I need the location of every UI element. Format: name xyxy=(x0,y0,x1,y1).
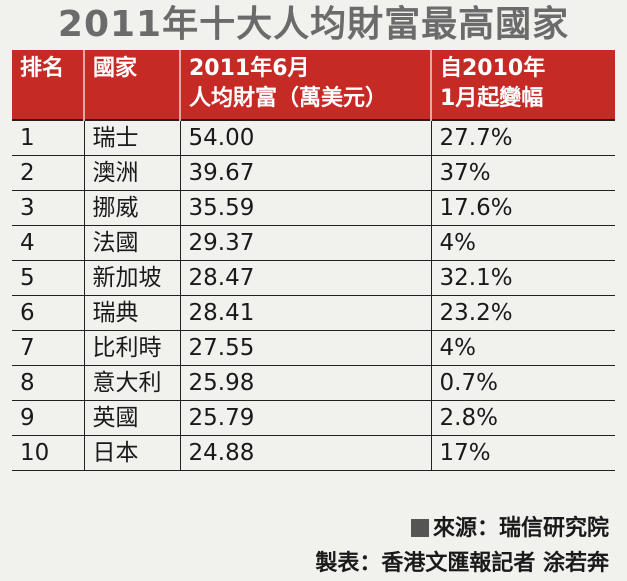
country-cell: 比利時 xyxy=(84,330,181,366)
change-cell: 32.1% xyxy=(431,260,615,296)
change-cell: 4% xyxy=(431,330,615,366)
country-cell: 法國 xyxy=(84,225,181,261)
table-row: 6 瑞典 28.41 23.2% xyxy=(12,295,615,331)
header-country: 國家 xyxy=(84,50,181,120)
country-cell: 意大利 xyxy=(84,365,181,401)
rank-cell: 7 xyxy=(12,330,85,366)
country-cell: 新加坡 xyxy=(84,260,181,296)
table-row: 8 意大利 25.98 0.7% xyxy=(12,365,615,401)
rank-cell: 1 xyxy=(12,119,85,156)
change-cell: 27.7% xyxy=(431,119,615,156)
wealth-cell: 25.79 xyxy=(180,400,432,436)
country-cell: 瑞典 xyxy=(84,295,181,331)
header-change: 自2010年 1月起變幅 xyxy=(431,50,615,120)
source-note: 來源：瑞信研究院 xyxy=(410,510,609,542)
country-cell: 挪威 xyxy=(84,190,181,226)
country-cell: 澳洲 xyxy=(84,155,181,191)
change-cell: 0.7% xyxy=(431,365,615,401)
table-row: 2 澳洲 39.67 37% xyxy=(12,155,615,191)
header-rank-label: 排名 xyxy=(20,56,65,81)
header-rank: 排名 xyxy=(12,50,85,120)
wealth-cell: 25.98 xyxy=(180,365,432,401)
rank-cell: 9 xyxy=(12,400,85,436)
change-cell: 17.6% xyxy=(431,190,615,226)
change-cell: 37% xyxy=(431,155,615,191)
country-cell: 英國 xyxy=(84,400,181,436)
header-wealth-line2: 人均財富（萬美元） xyxy=(189,86,388,111)
wealth-cell: 35.59 xyxy=(180,190,432,226)
country-cell: 日本 xyxy=(84,435,181,471)
wealth-cell: 28.47 xyxy=(180,260,432,296)
header-wealth-line1: 2011年6月 xyxy=(189,56,310,81)
chart-title: 2011年十大人均財富最高國家 xyxy=(57,4,570,45)
change-cell: 4% xyxy=(431,225,615,261)
header-change-line1: 自2010年 xyxy=(440,56,546,81)
table-row: 10 日本 24.88 17% xyxy=(12,435,615,471)
wealth-cell: 28.41 xyxy=(180,295,432,331)
table-row: 5 新加坡 28.47 32.1% xyxy=(12,260,615,296)
rank-cell: 2 xyxy=(12,155,85,191)
header-wealth: 2011年6月 人均財富（萬美元） xyxy=(180,50,432,120)
rank-cell: 8 xyxy=(12,365,85,401)
table-row: 9 英國 25.79 2.8% xyxy=(12,400,615,436)
square-bullet-icon xyxy=(410,519,429,537)
wealth-table: 排名 國家 2011年6月 人均財富（萬美元） 自2010年 1月起變幅 1 瑞… xyxy=(12,50,615,471)
header-row: 排名 國家 2011年6月 人均財富（萬美元） 自2010年 1月起變幅 xyxy=(12,50,615,120)
rank-cell: 5 xyxy=(12,260,85,296)
rank-cell: 4 xyxy=(12,225,85,261)
wealth-cell: 39.67 xyxy=(180,155,432,191)
rank-cell: 3 xyxy=(12,190,85,226)
change-cell: 2.8% xyxy=(431,400,615,436)
table-row: 3 挪威 35.59 17.6% xyxy=(12,190,615,226)
change-cell: 23.2% xyxy=(431,295,615,331)
table-row: 7 比利時 27.55 4% xyxy=(12,330,615,366)
wealth-cell: 24.88 xyxy=(180,435,432,471)
source-text: 來源：瑞信研究院 xyxy=(432,516,609,541)
table-row: 1 瑞士 54.00 27.7% xyxy=(12,119,615,156)
header-change-line2: 1月起變幅 xyxy=(440,86,544,111)
change-cell: 17% xyxy=(431,435,615,471)
credit-note: 製表：香港文匯報記者 涂若奔 xyxy=(315,551,609,576)
rank-cell: 6 xyxy=(12,295,85,331)
country-cell: 瑞士 xyxy=(84,119,181,156)
wealth-cell: 29.37 xyxy=(180,225,432,261)
header-country-label: 國家 xyxy=(93,56,138,81)
rank-cell: 10 xyxy=(12,435,85,471)
wealth-cell: 27.55 xyxy=(180,330,432,366)
wealth-cell: 54.00 xyxy=(180,119,432,156)
table-row: 4 法國 29.37 4% xyxy=(12,225,615,261)
